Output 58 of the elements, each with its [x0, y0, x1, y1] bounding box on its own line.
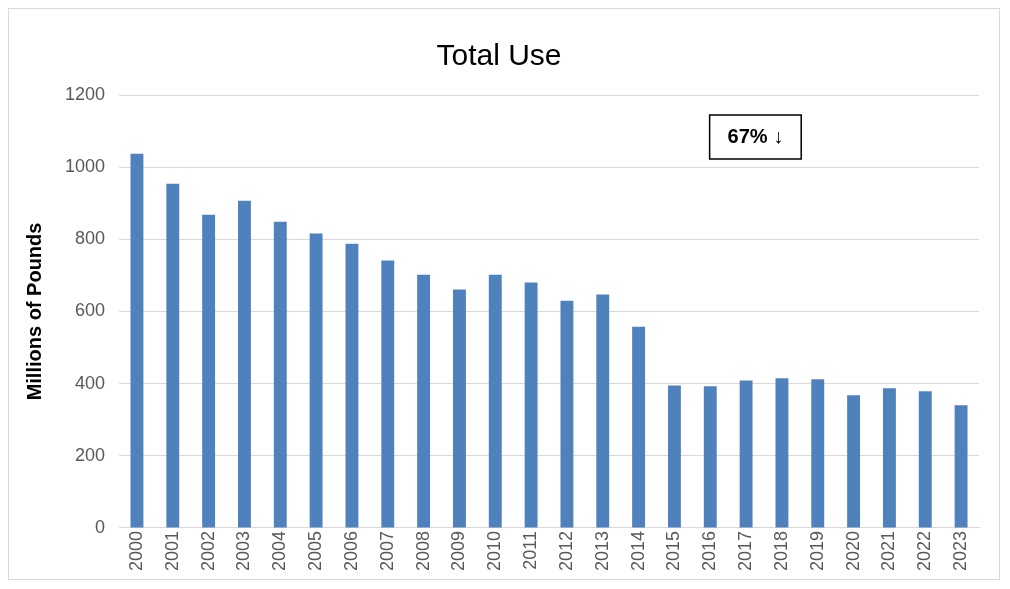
- bar: [847, 395, 861, 528]
- chart-title: Total Use: [436, 38, 562, 72]
- x-tick-label: 2008: [412, 530, 433, 571]
- bar: [273, 221, 287, 528]
- bar: [739, 380, 753, 528]
- bar: [560, 300, 574, 528]
- bar: [954, 405, 968, 528]
- y-tick-label: 600: [75, 300, 106, 321]
- x-tick-label: 2003: [233, 530, 254, 571]
- y-tick-label: 1000: [65, 156, 106, 177]
- y-tick-label: 0: [95, 516, 106, 537]
- x-tick-label: 2022: [914, 530, 935, 571]
- x-tick-label: 2023: [950, 530, 971, 571]
- bar: [417, 274, 431, 528]
- bar: [238, 200, 251, 528]
- bar: [452, 289, 466, 528]
- x-tick-label: 2006: [340, 530, 361, 571]
- y-tick-label: 200: [75, 444, 106, 465]
- x-tick-label: 2005: [305, 530, 326, 571]
- bar: [882, 388, 896, 528]
- y-tick-label: 800: [75, 228, 106, 249]
- x-tick-label: 2016: [699, 530, 720, 571]
- x-tick-label: 2010: [484, 530, 505, 571]
- x-tick-label: 2011: [520, 530, 541, 570]
- x-tick-label: 2001: [161, 530, 182, 571]
- x-tick-label: 2015: [663, 530, 684, 571]
- bar: [596, 294, 610, 528]
- bar: [309, 233, 323, 528]
- x-tick-label: 2018: [770, 530, 791, 571]
- x-tick-label: 2004: [269, 530, 290, 571]
- x-tick-label: 2020: [842, 530, 863, 571]
- x-tick-label: 2019: [806, 530, 827, 571]
- bar: [703, 386, 717, 528]
- x-tick-label: 2013: [591, 530, 612, 571]
- bar: [632, 326, 646, 528]
- bar: [667, 385, 681, 528]
- bar: [775, 378, 789, 528]
- x-tick-label: 2021: [878, 530, 899, 571]
- bar: [811, 379, 825, 528]
- bar: [130, 153, 144, 528]
- annotation: 67% ↓: [727, 124, 784, 147]
- bar: [488, 274, 502, 528]
- bar: [381, 260, 395, 528]
- x-tick-label: 2000: [125, 530, 146, 571]
- x-tick-label: 2009: [448, 530, 469, 571]
- y-tick-label: 1200: [65, 83, 106, 104]
- bar: [918, 391, 932, 528]
- y-axis-title: Millions of Pounds: [22, 222, 45, 401]
- x-tick-label: 2014: [627, 530, 648, 571]
- y-tick-label: 400: [75, 372, 106, 393]
- bar: [166, 183, 180, 528]
- x-tick-label: 2007: [376, 530, 397, 571]
- bar: [524, 282, 538, 528]
- x-tick-label: 2017: [735, 530, 756, 571]
- x-tick-label: 2002: [197, 530, 218, 571]
- bar: [202, 214, 216, 528]
- x-tick-label: 2012: [555, 530, 576, 571]
- bar: [345, 243, 359, 528]
